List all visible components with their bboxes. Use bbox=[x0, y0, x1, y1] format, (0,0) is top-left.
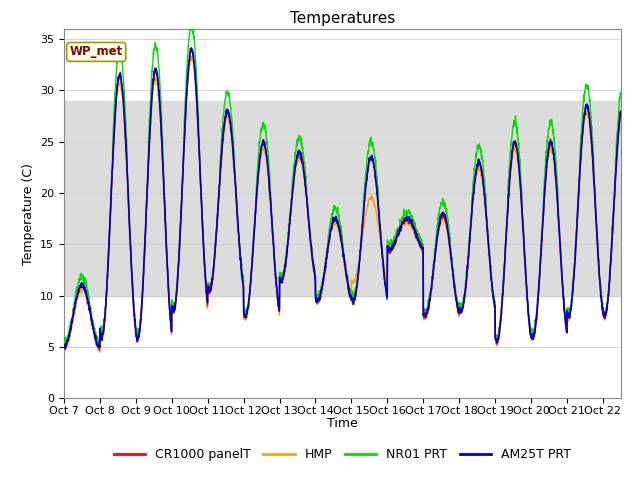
Y-axis label: Temperature (C): Temperature (C) bbox=[22, 163, 35, 264]
X-axis label: Time: Time bbox=[327, 418, 358, 431]
Text: WP_met: WP_met bbox=[70, 46, 123, 59]
Legend: CR1000 panelT, HMP, NR01 PRT, AM25T PRT: CR1000 panelT, HMP, NR01 PRT, AM25T PRT bbox=[109, 443, 576, 466]
Bar bbox=[64, 101, 621, 296]
Title: Temperatures: Temperatures bbox=[290, 11, 395, 26]
